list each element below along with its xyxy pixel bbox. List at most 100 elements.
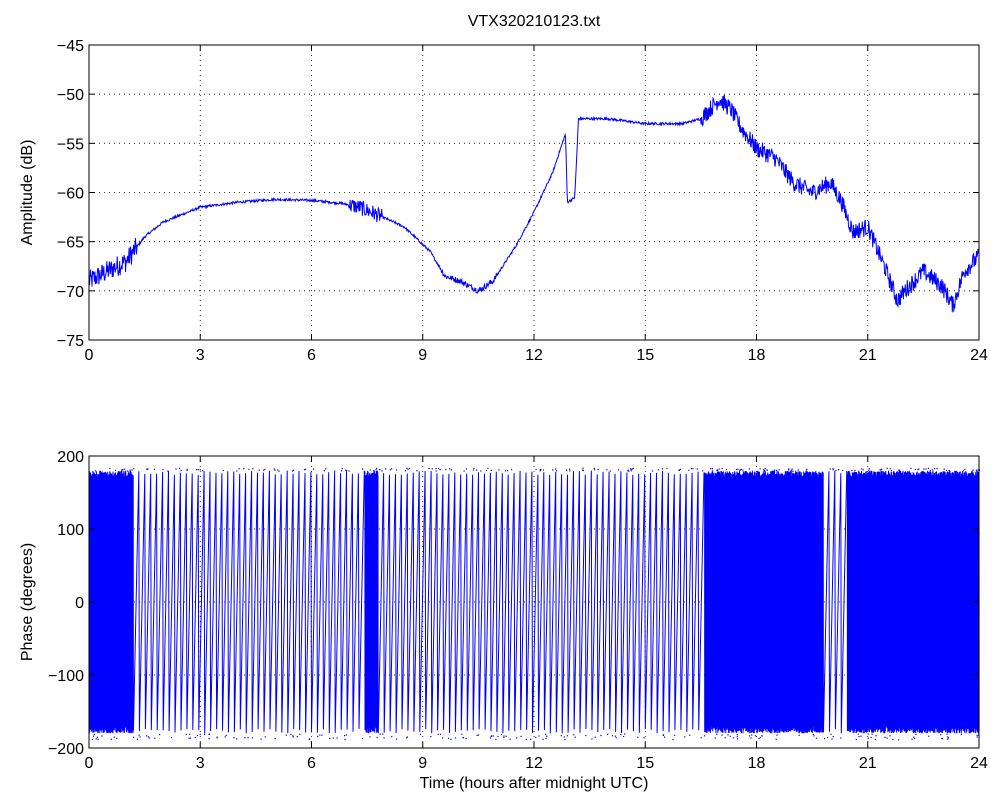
phase-dot [678, 469, 680, 471]
phase-dot [736, 736, 738, 738]
phase-dot [860, 735, 862, 737]
phase-dot [129, 469, 131, 471]
amplitude-ytick-label-4: −55 [57, 136, 84, 153]
phase-dot [735, 468, 738, 471]
phase-dot [928, 735, 930, 737]
phase-dot [319, 734, 321, 736]
phase-dot [148, 737, 150, 739]
phase-dot [516, 737, 518, 739]
amplitude-ytick-label-3: −60 [57, 186, 84, 203]
phase-dot [805, 470, 807, 472]
phase-dot [264, 468, 266, 470]
phase-dot [340, 470, 343, 472]
phase-dot [542, 738, 544, 740]
phase-dot [724, 737, 726, 739]
phase-dot [274, 738, 276, 740]
phase-dot [435, 470, 437, 472]
phase-dot [101, 735, 103, 737]
phase-dot [109, 467, 111, 469]
phase-dot [690, 468, 692, 470]
phase-dot [136, 738, 139, 740]
phase-dot [862, 469, 864, 471]
phase-dot [292, 470, 294, 472]
phase-dot [835, 469, 837, 472]
amplitude-ytick-label-2: −65 [57, 235, 84, 252]
phase-dot [477, 734, 480, 736]
phase-dot [910, 467, 912, 470]
phase-dot [842, 469, 844, 472]
phase-dot [566, 735, 568, 737]
phase-dot [439, 469, 441, 471]
phase-dot [396, 738, 398, 740]
phase-dot [555, 468, 557, 470]
phase-dot [391, 468, 393, 470]
phase-dot [606, 469, 608, 471]
phase-dot [208, 738, 210, 740]
phase-dot [923, 468, 925, 470]
phase-dot [917, 468, 919, 471]
phase-dot [791, 468, 793, 470]
phase-dot [597, 468, 599, 470]
amplitude-ytick-label-0: −75 [57, 333, 84, 350]
phase-dot [569, 470, 571, 472]
phase-dot [672, 738, 674, 741]
amplitude-ytick-label-5: −50 [57, 87, 84, 104]
phase-dot [875, 735, 877, 737]
phase-dot [946, 733, 948, 735]
phase-dot [976, 736, 978, 738]
phase-dot [832, 736, 834, 738]
phase-dot [748, 735, 751, 737]
phase-dot [806, 468, 808, 470]
phase-ylabel: Phase (degrees) [19, 543, 36, 661]
phase-dot [736, 734, 738, 736]
phase-dot [662, 734, 665, 736]
phase-dot [509, 738, 511, 740]
phase-dot [290, 733, 292, 736]
phase-dot [277, 469, 279, 471]
phase-dot [855, 738, 857, 740]
phase-xtick-label-8: 24 [970, 755, 988, 772]
phase-dot [185, 733, 187, 735]
phase-dot [947, 737, 949, 739]
phase-ytick-label-1: −100 [48, 668, 84, 685]
phase-dot [564, 739, 566, 741]
phase-dot [329, 737, 331, 740]
phase-dot [812, 733, 814, 735]
phase-dot [188, 737, 190, 739]
phase-dot [758, 738, 760, 740]
phase-dot [186, 468, 188, 470]
phase-dot [727, 734, 729, 736]
phase-dot [643, 737, 645, 739]
phase-dot [898, 469, 900, 471]
phase-dot [208, 733, 210, 735]
phase-dot [325, 468, 327, 470]
phase-dot [520, 735, 522, 737]
phase-dot [376, 467, 378, 469]
phase-dot [925, 468, 927, 470]
phase-dot [438, 467, 440, 470]
phase-dot [815, 737, 817, 739]
phase-dot [93, 733, 95, 736]
phase-dot [495, 738, 497, 741]
phase-dot [447, 737, 450, 739]
phase-dot [714, 737, 716, 739]
phase-dot [487, 467, 489, 469]
phase-dot [827, 737, 829, 739]
phase-dot [439, 733, 442, 735]
phase-dot [898, 739, 900, 741]
phase-dot [931, 469, 933, 471]
phase-dot [813, 735, 815, 737]
phase-dot [880, 469, 882, 471]
phase-dot [196, 469, 198, 471]
phase-dot [503, 736, 505, 738]
phase-dot [942, 738, 944, 740]
phase-dot [764, 470, 766, 472]
phase-dot [716, 733, 718, 735]
amplitude-xtick-label-3: 9 [418, 347, 427, 364]
phase-dot [138, 734, 140, 736]
phase-dot [154, 737, 156, 739]
phase-dot [763, 470, 765, 472]
phase-dot [740, 468, 742, 470]
phase-dot [539, 470, 541, 472]
phase-dot [566, 469, 568, 471]
